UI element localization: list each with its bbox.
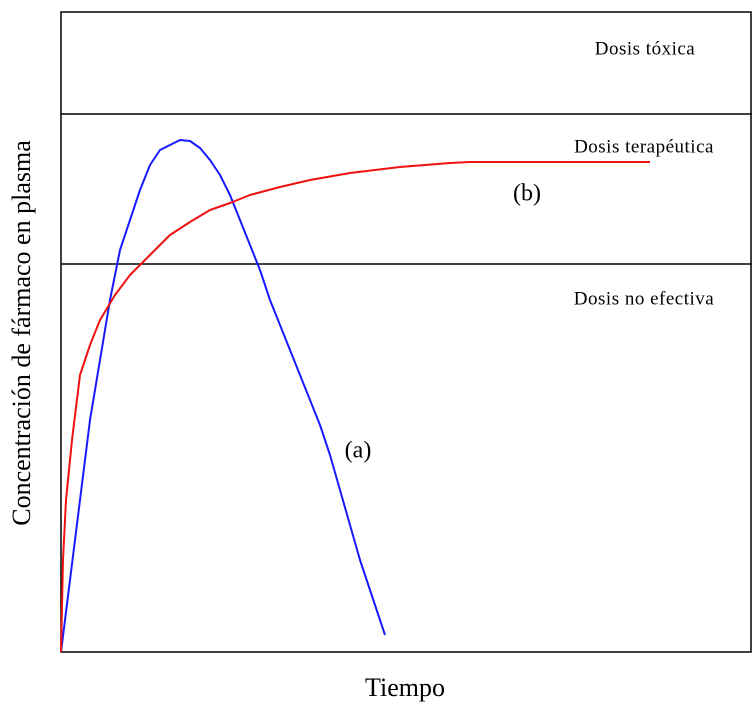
curve xyxy=(60,139,386,653)
plot-frame xyxy=(60,11,752,653)
region-label: Dosis terapéutica xyxy=(574,136,714,157)
x-axis-label: Tiempo xyxy=(365,673,445,702)
region-label: Dosis tóxica xyxy=(595,38,696,59)
series-label: (a) xyxy=(345,438,372,464)
series-label: (b) xyxy=(513,181,541,207)
region-label: Dosis no efectiva xyxy=(574,288,714,309)
curve xyxy=(60,161,650,653)
y-axis-label: Concentración de fármaco en plasma xyxy=(7,140,36,526)
